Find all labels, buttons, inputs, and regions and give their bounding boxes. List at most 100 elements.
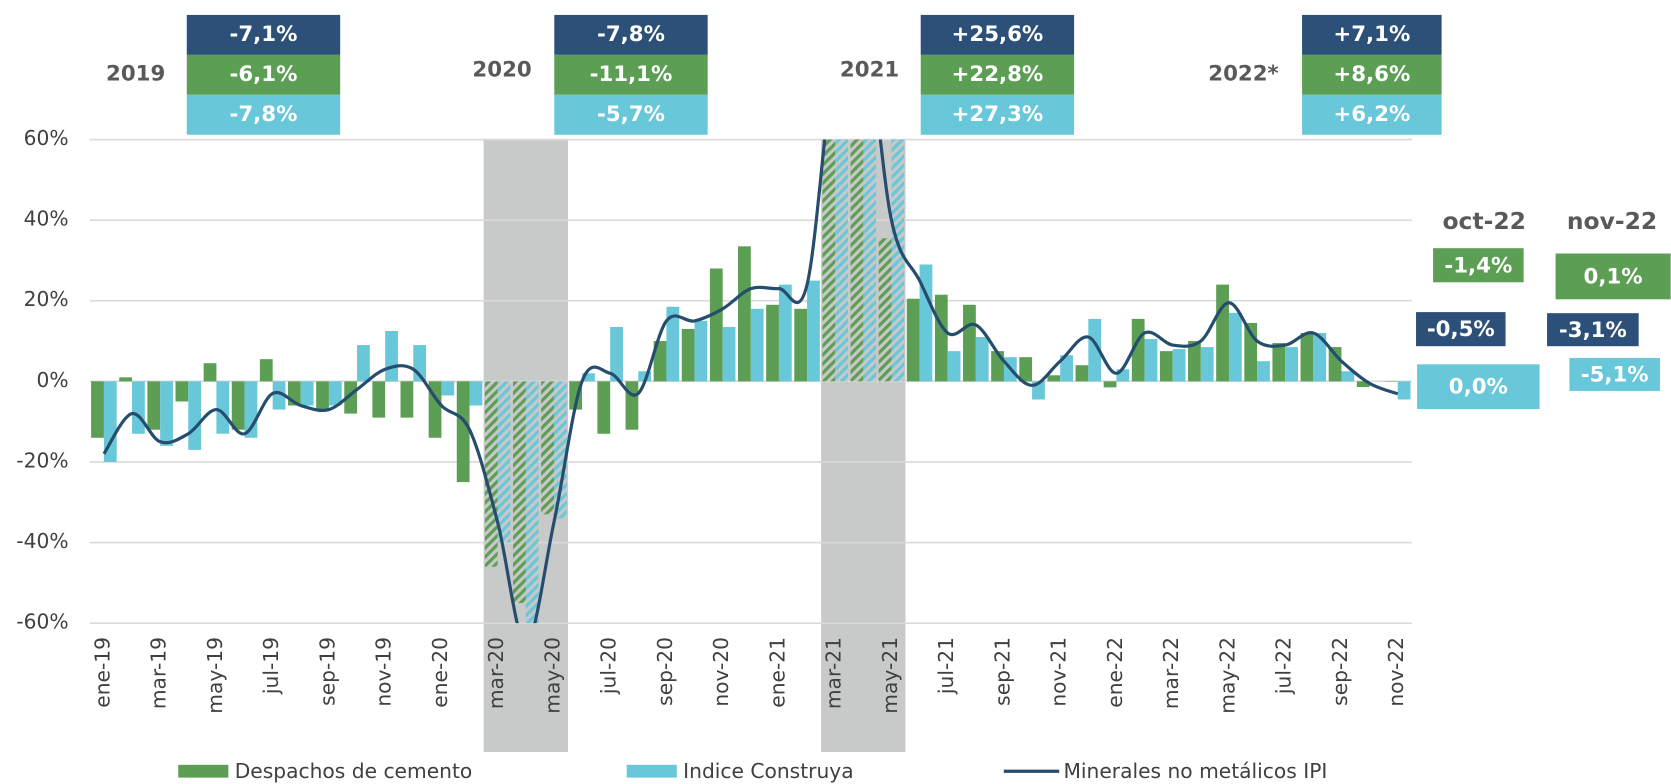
annotation-value: -7,8% <box>597 22 665 47</box>
x-tick-label: may-19 <box>203 637 227 714</box>
annotation-box <box>554 14 708 55</box>
bar <box>300 381 314 406</box>
x-tick-label: sep-22 <box>1328 637 1352 706</box>
bar <box>328 381 342 406</box>
bar <box>344 381 358 414</box>
bar <box>1075 365 1089 382</box>
bar <box>1257 361 1270 382</box>
bar <box>1060 355 1073 382</box>
x-tick-label: jul-21 <box>934 637 958 695</box>
bar <box>975 337 989 382</box>
bar <box>91 381 104 438</box>
bar <box>947 351 961 382</box>
legend-swatch <box>178 764 229 778</box>
bar <box>1356 381 1370 387</box>
annotation-value: -5,7% <box>597 102 665 127</box>
bar <box>878 238 892 382</box>
side-box <box>1417 364 1540 410</box>
x-tick-label: may-21 <box>878 637 902 714</box>
bar <box>1088 318 1102 382</box>
annotation-box <box>186 94 341 135</box>
bar <box>188 381 202 450</box>
bar <box>119 377 133 382</box>
bar <box>259 359 273 382</box>
bar <box>553 381 567 519</box>
bar <box>1397 381 1411 400</box>
bar <box>891 139 905 382</box>
bar <box>1272 343 1286 382</box>
line <box>102 139 1399 624</box>
x-tick-label: mar-19 <box>147 637 171 709</box>
bar <box>1172 349 1186 382</box>
bar <box>822 139 836 382</box>
bar <box>1200 347 1214 382</box>
bar <box>1047 375 1061 382</box>
year-label: 2019 <box>106 62 165 87</box>
bar <box>610 326 623 382</box>
annotation-box <box>920 14 1075 55</box>
bar <box>160 381 173 446</box>
side-box <box>1555 253 1671 300</box>
y-tick-label: 0% <box>36 368 68 392</box>
bar <box>1103 381 1117 388</box>
x-tick-label: jul-19 <box>259 637 283 695</box>
bar <box>919 264 933 382</box>
x-tick-label: nov-20 <box>709 637 733 707</box>
annotation-box <box>1302 14 1442 55</box>
y-tick-label: -60% <box>16 610 68 634</box>
year-label: 2021 <box>840 57 899 82</box>
bar <box>582 373 595 382</box>
bar <box>1341 371 1355 382</box>
x-tick-label: mar-20 <box>484 637 508 709</box>
side-box <box>1547 313 1639 347</box>
bar <box>934 294 948 382</box>
bar <box>1159 351 1173 382</box>
bar <box>216 381 230 434</box>
annotation-box <box>186 14 341 55</box>
bar <box>103 381 117 462</box>
bar <box>497 381 511 543</box>
x-tick-label: jul-20 <box>597 637 621 695</box>
annotation-value: +8,6% <box>1333 62 1410 87</box>
bar <box>1144 339 1158 382</box>
bar <box>541 381 554 515</box>
bar <box>709 268 723 382</box>
annotation-box <box>554 54 708 95</box>
bar <box>1285 347 1298 382</box>
bar <box>991 351 1004 382</box>
bar <box>722 326 736 382</box>
y-tick-label: 40% <box>24 207 69 231</box>
bar <box>963 304 976 382</box>
x-tick-label: nov-21 <box>1047 637 1071 707</box>
side-box <box>1416 312 1506 347</box>
bar <box>750 308 764 382</box>
y-tick-label: 20% <box>24 287 69 311</box>
bar <box>681 328 695 382</box>
annotation-value: +22,8% <box>952 62 1044 87</box>
bar <box>1188 341 1201 382</box>
x-tick-label: sep-19 <box>315 637 339 706</box>
bar <box>132 381 145 434</box>
bar <box>469 381 483 406</box>
bar <box>778 284 792 382</box>
legend-label: Minerales no metálicos IPI <box>1063 759 1327 783</box>
annotation-value: +6,2% <box>1333 102 1410 127</box>
bars <box>91 139 1411 624</box>
bar <box>666 306 680 382</box>
bar <box>385 330 398 382</box>
bar <box>147 381 161 430</box>
x-tick-label: ene-20 <box>428 637 452 708</box>
y-tick-label: 60% <box>24 126 69 150</box>
bar <box>625 381 639 430</box>
bar <box>456 381 470 483</box>
bar <box>1313 332 1327 382</box>
side-label: oct-22 <box>1442 207 1526 235</box>
y-tick-label: -20% <box>16 448 68 472</box>
bar <box>272 381 286 410</box>
annotation-value: -11,1% <box>590 62 673 87</box>
side-label: nov-22 <box>1567 207 1657 235</box>
annotation-box <box>186 54 341 95</box>
x-tick-label: may-22 <box>1215 637 1239 714</box>
year-label: 2022* <box>1208 62 1278 87</box>
